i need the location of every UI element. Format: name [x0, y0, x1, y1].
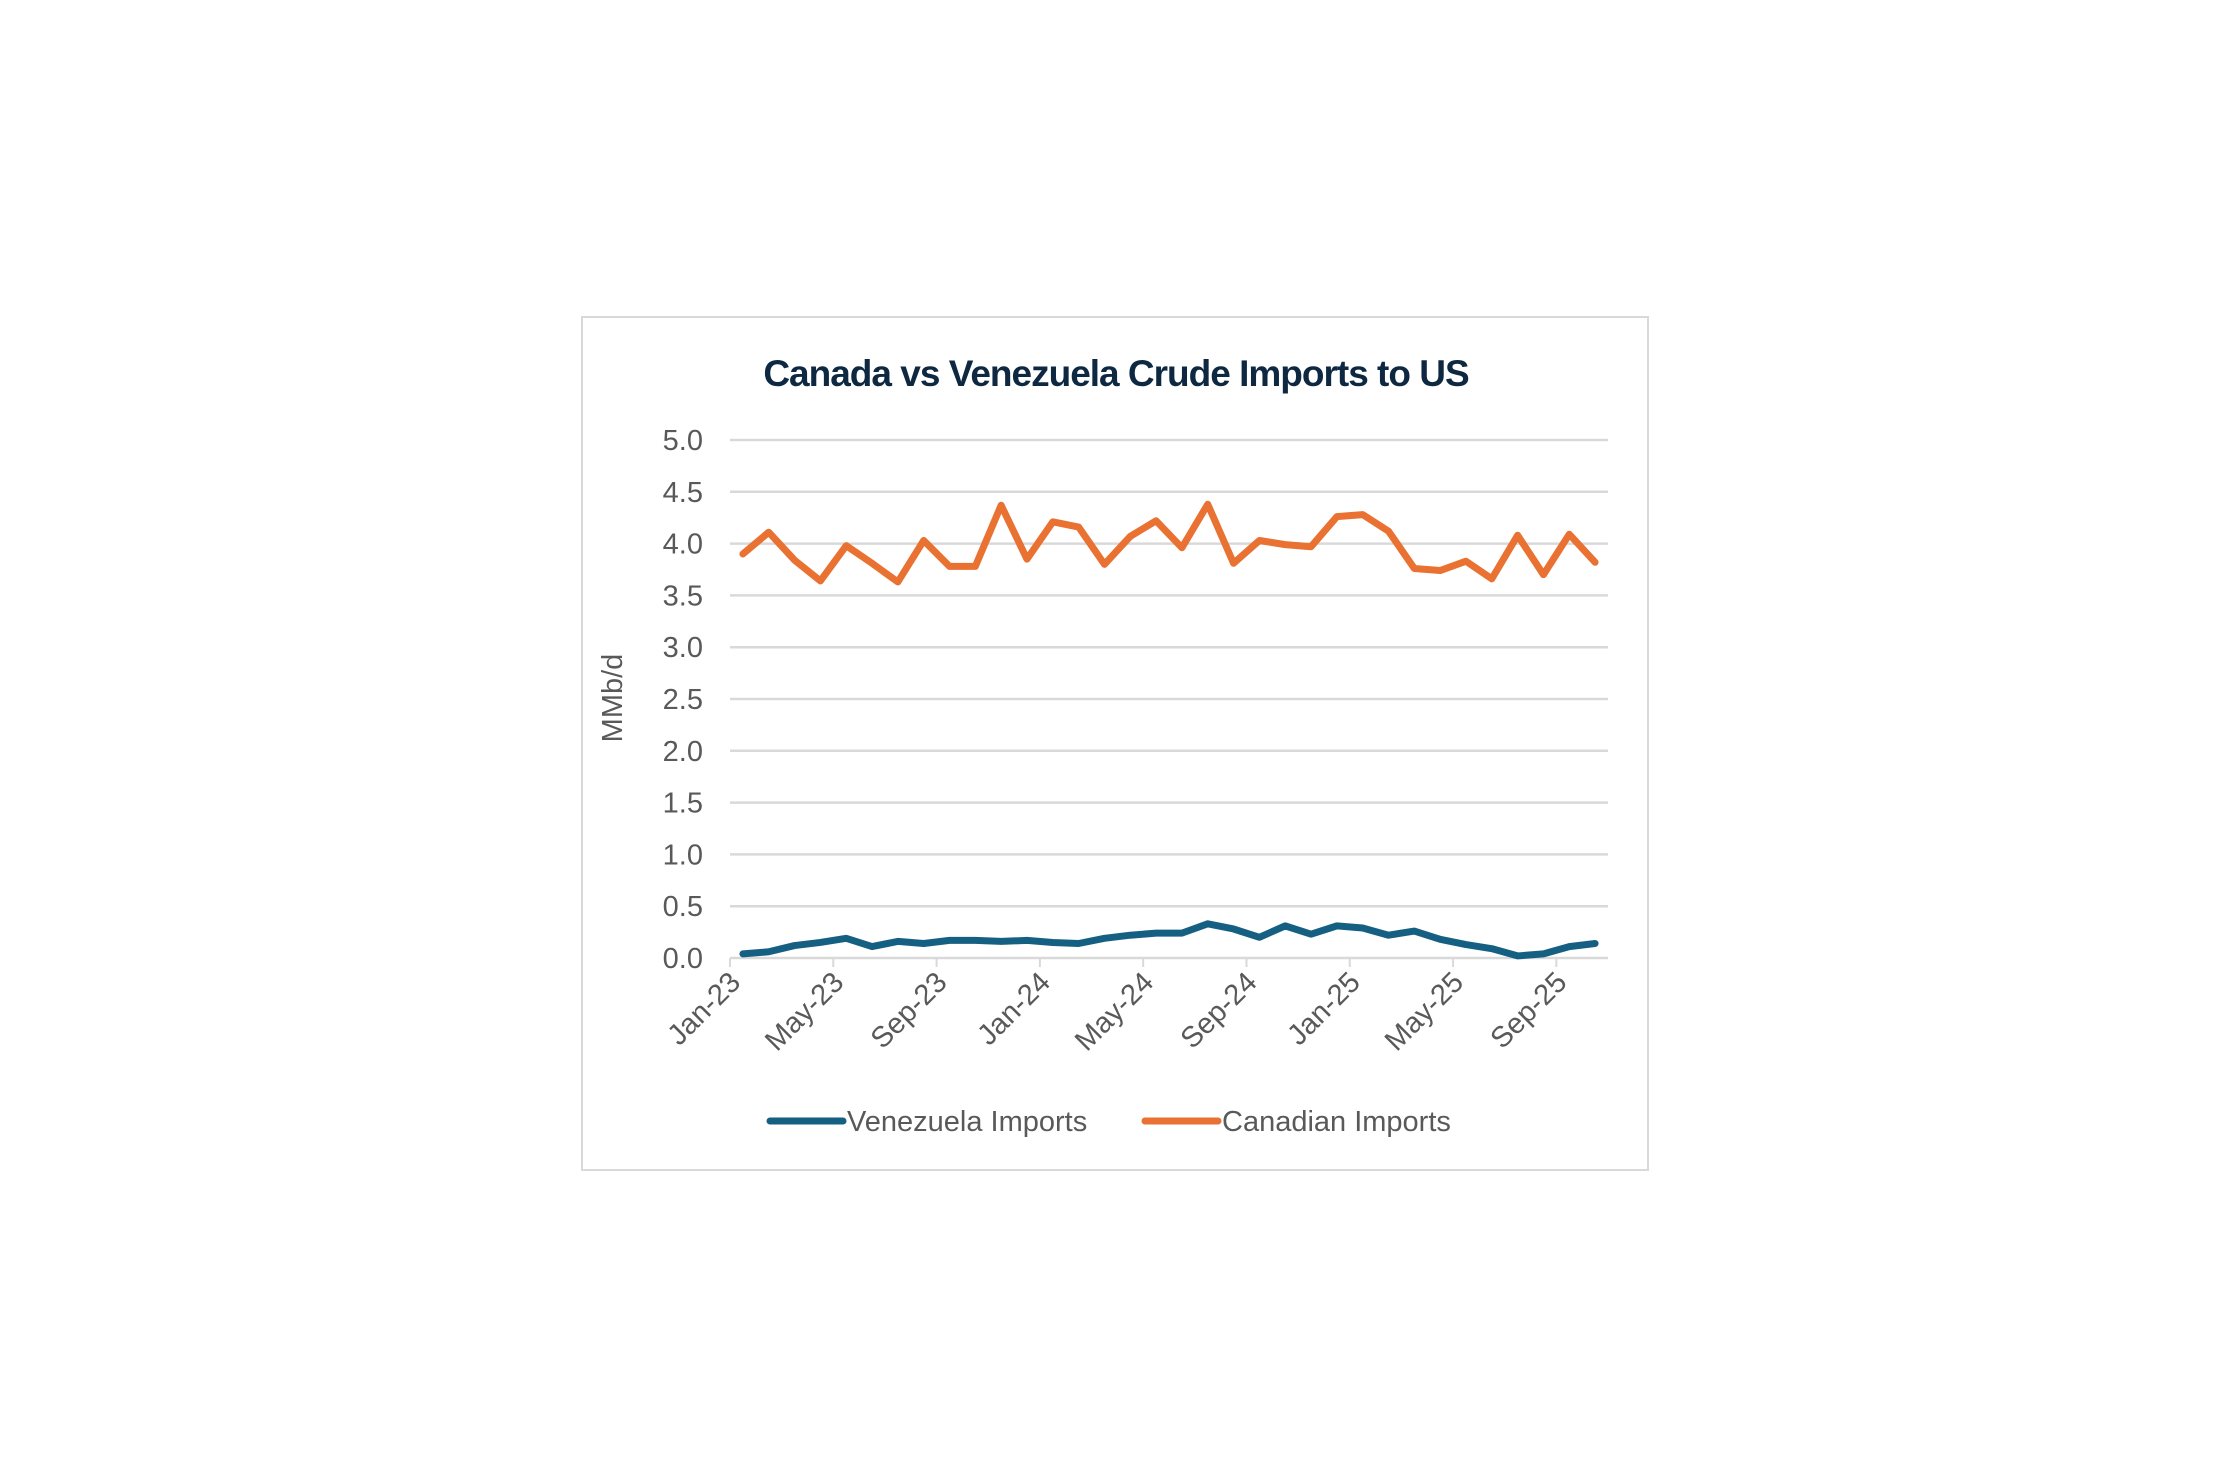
y-tick-label: 5.0	[663, 425, 703, 457]
chart-title: Canada vs Venezuela Crude Imports to US	[763, 353, 1469, 394]
y-tick-label: 0.5	[663, 891, 703, 923]
y-tick-label: 3.0	[663, 632, 703, 664]
y-tick-label: 1.0	[663, 839, 703, 871]
y-tick-label: 4.0	[663, 529, 703, 561]
chart-frame	[581, 316, 1649, 1171]
series-line-canadian	[739, 500, 1599, 586]
y-tick-label: 1.5	[663, 788, 703, 820]
y-tick-label: 4.5	[663, 477, 703, 509]
y-axis-title: MMb/d	[597, 654, 629, 743]
y-tick-label: 2.0	[663, 736, 703, 768]
series-line-venezuela	[739, 920, 1599, 960]
y-tick-label: 3.5	[663, 580, 703, 612]
y-tick-label: 0.0	[663, 943, 703, 975]
y-tick-label: 2.5	[663, 684, 703, 716]
legend-label: Canadian Imports	[1222, 1106, 1451, 1138]
legend-label: Venezuela Imports	[847, 1106, 1087, 1138]
